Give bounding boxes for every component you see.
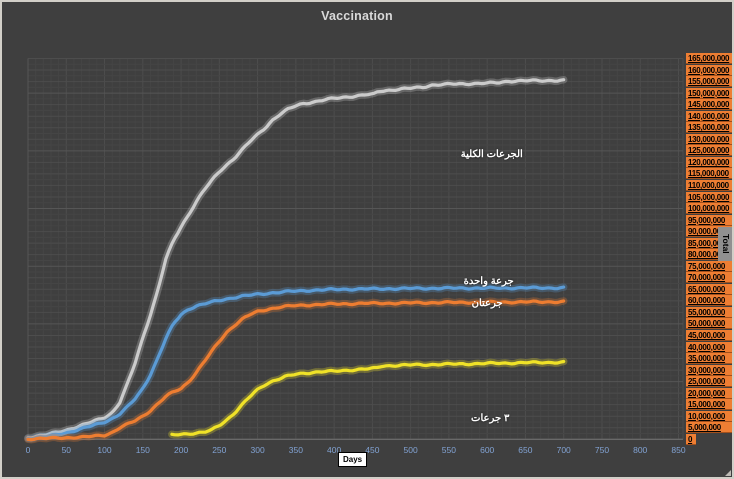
x-tick-label: 800 [633, 445, 648, 455]
chart-title[interactable]: Vaccination [321, 9, 393, 23]
x-tick-label: 750 [594, 445, 610, 455]
y-tick-label: 45,000,000 [686, 329, 732, 341]
y-tick-label: 75,000,000 [686, 260, 732, 272]
y-tick-label: 30,000,000 [686, 364, 732, 376]
x-tick-label: 250 [212, 445, 227, 455]
series-label: الجرعات الكلية [460, 149, 523, 161]
y-tick-label: 95,000,000 [686, 214, 732, 226]
resize-handle-icon[interactable] [725, 470, 731, 476]
y-tick-label: 20,000,000 [686, 387, 732, 399]
y-tick-label: 90,000,000 [686, 226, 732, 238]
y-tick-label: 155,000,000 [686, 76, 732, 88]
series-label: جرعتان [471, 297, 503, 309]
x-tick-label: 850 [671, 445, 686, 455]
y-axis-title[interactable]: Total [718, 227, 732, 261]
series-line [170, 359, 566, 437]
x-tick-label: 200 [174, 445, 189, 455]
y-tick-label: 15,000,000 [686, 399, 732, 411]
y-tick-label: 105,000,000 [686, 191, 732, 203]
y-tick-label: 130,000,000 [686, 133, 732, 145]
y-tick-label: 80,000,000 [686, 249, 732, 261]
y-tick-label: 60,000,000 [686, 295, 732, 307]
x-tick-label: 400 [327, 445, 342, 455]
y-tick-label: 40,000,000 [686, 341, 732, 353]
y-tick-label: 70,000,000 [686, 272, 732, 284]
y-tick-label: 125,000,000 [686, 145, 732, 157]
y-tick-label: 145,000,000 [686, 99, 732, 111]
x-tick-label: 650 [518, 445, 533, 455]
y-tick-label: 120,000,000 [686, 156, 732, 168]
y-tick-label: 50,000,000 [686, 318, 732, 330]
y-tick-label: 85,000,000 [686, 237, 732, 249]
y-tick-label: 100,000,000 [686, 203, 732, 214]
series-label: ٣ جرعات [471, 413, 510, 425]
x-tick-label: 300 [250, 445, 265, 455]
series-line [26, 299, 566, 442]
y-tick-label: 10,000,000 [686, 410, 732, 422]
y-tick-label: 65,000,000 [686, 283, 732, 295]
y-tick-label: 150,000,000 [686, 87, 732, 99]
y-tick-label: 135,000,000 [686, 122, 732, 134]
series-line [26, 78, 566, 440]
x-tick-label: 150 [135, 445, 150, 455]
y-tick-label: 115,000,000 [686, 168, 732, 180]
x-tick-label: 700 [556, 445, 571, 455]
y-tick-label: 35,000,000 [686, 353, 732, 364]
x-tick-label: 50 [61, 445, 72, 455]
y-tick-label: 25,000,000 [686, 376, 732, 388]
x-tick-label: 450 [365, 445, 380, 455]
y-tick-label: 5,000,000 [686, 422, 732, 434]
x-axis-title[interactable]: Days [338, 452, 368, 467]
x-tick-label: 550 [441, 445, 456, 455]
x-tick-label: 350 [288, 445, 303, 455]
y-tick-label: 165,000,000 [686, 53, 732, 64]
x-tick-label: 500 [403, 445, 418, 455]
x-tick-label: 100 [97, 445, 112, 455]
y-tick-label: 110,000,000 [686, 179, 732, 191]
x-tick-label: 600 [480, 445, 495, 455]
series-label: جرعة واحدة [463, 275, 514, 287]
x-tick-label: 0 [25, 445, 31, 455]
y-tick-label: 160,000,000 [686, 64, 732, 76]
y-tick-label: 55,000,000 [686, 306, 732, 318]
y-tick-label: 0 [686, 433, 696, 445]
y-tick-label: 140,000,000 [686, 110, 732, 122]
series-line [26, 285, 566, 441]
